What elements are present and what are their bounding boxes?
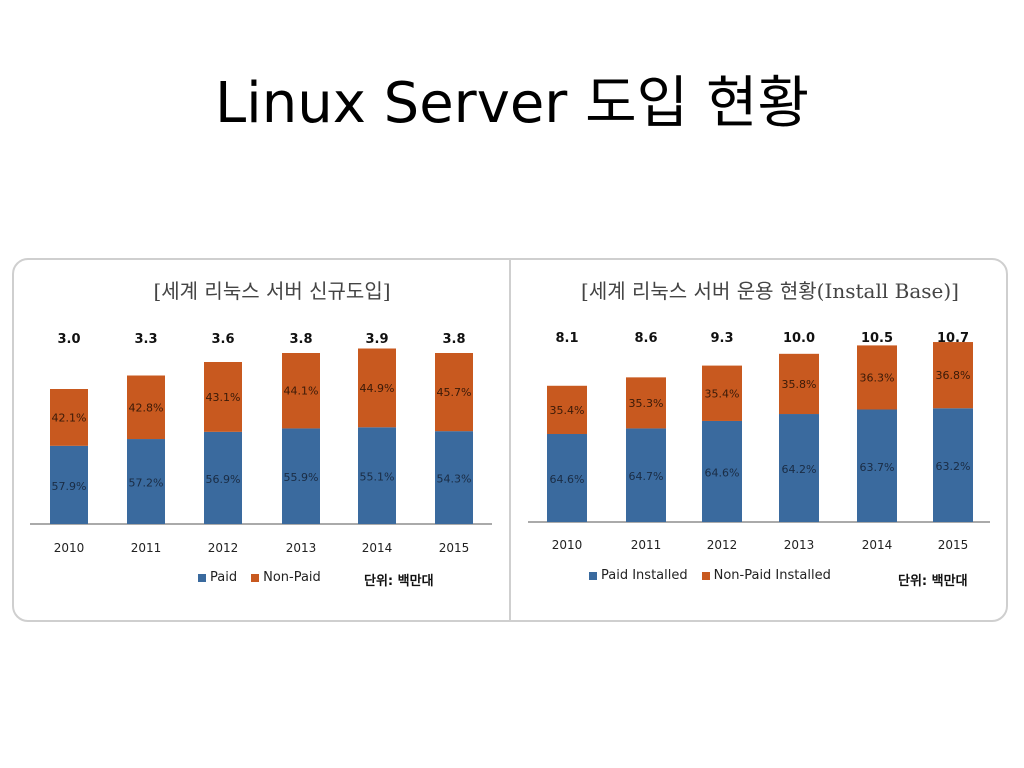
legend-item-paid: Paid [198, 570, 237, 585]
chart-1-tick-2011: 2011 [131, 541, 162, 555]
panel-divider [509, 260, 511, 620]
chart-1-tick-2015: 2015 [439, 541, 470, 555]
chart-1-bar-non-paid-2015 [435, 353, 473, 432]
chart-1-tick-2010: 2010 [54, 541, 85, 555]
slide-title: Linux Server 도입 현황 [214, 71, 809, 136]
chart-2-non-paid-label-2014: 36.3% [860, 371, 895, 384]
chart-2-tick-2013: 2013 [784, 538, 815, 552]
chart-1-bar-paid-2012 [204, 431, 242, 524]
chart-1-non-paid-label-2012: 43.1% [206, 391, 241, 404]
chart-2-bar-non-paid-2012 [702, 365, 742, 421]
chart-1-bar-paid-2010 [50, 445, 88, 524]
chart-1-tick-2013: 2013 [286, 541, 317, 555]
chart-2-tick-2012: 2012 [707, 538, 738, 552]
chart-2-total-2010: 8.1 [555, 331, 578, 346]
chart-1-paid-label-2010: 57.9% [52, 480, 87, 493]
chart-2-legend: Paid Installed Non-Paid Installed [589, 568, 845, 583]
legend-item-non-paid-installed: Non-Paid Installed [701, 568, 831, 583]
chart-2-title: [세계 리눅스 서버 운용 현황(Install Base)] [581, 279, 959, 303]
chart-1-bar-non-paid-2012 [204, 362, 242, 432]
chart-2-total-2015: 10.7 [937, 331, 969, 346]
legend-item-paid-installed: Paid Installed [589, 568, 688, 583]
legend-label-paid: Paid [210, 570, 238, 585]
chart-2-bar-paid-2011 [626, 428, 666, 522]
chart-1-total-2013: 3.8 [289, 332, 312, 347]
chart-1-bar-paid-2015 [435, 431, 473, 524]
chart-2-bar-non-paid-2010 [547, 385, 587, 434]
chart-1-non-paid-label-2010: 42.1% [52, 411, 87, 424]
chart-2-unit-label: 단위: 백만대 [898, 574, 968, 589]
chart-2-paid-label-2013: 64.2% [782, 463, 817, 476]
chart-1-tick-2012: 2012 [208, 541, 239, 555]
legend-swatch-non-paid [251, 573, 260, 582]
chart-2-non-paid-label-2013: 35.8% [782, 378, 817, 391]
chart-2-tick-2015: 2015 [938, 538, 969, 552]
chart-1-unit-label: 단위: 백만대 [364, 574, 434, 589]
chart-2-non-paid-label-2011: 35.3% [629, 397, 664, 410]
chart-2-non-paid-label-2010: 35.4% [550, 404, 585, 417]
chart-2-tick-2011: 2011 [631, 538, 662, 552]
chart-2-paid-label-2011: 64.7% [629, 470, 664, 483]
chart-1-total-2011: 3.3 [134, 332, 157, 347]
chart-1-total-2014: 3.9 [365, 332, 388, 347]
chart-1-bar-non-paid-2010 [50, 389, 88, 446]
chart-2-bar-paid-2010 [547, 433, 587, 522]
chart-1-paid-label-2013: 55.9% [284, 471, 319, 484]
chart-1-bar-non-paid-2011 [127, 375, 165, 440]
chart-1-total-2012: 3.6 [211, 332, 234, 347]
chart-2-total-2014: 10.5 [861, 331, 893, 346]
chart-1-legend: Paid Non-Paid [198, 570, 335, 585]
chart-1-total-2015: 3.8 [442, 332, 465, 347]
chart-2-non-paid-label-2015: 36.8% [936, 369, 971, 382]
chart-2-bar-paid-2013 [779, 414, 819, 522]
legend-swatch-paid-installed [589, 571, 597, 580]
chart-2-bar-non-paid-2013 [779, 353, 819, 415]
legend-swatch-non-paid-installed [701, 571, 710, 580]
chart-2-paid-label-2015: 63.2% [936, 460, 971, 473]
legend-item-non-paid: Non-Paid [251, 570, 321, 585]
chart-1-paid-label-2015: 54.3% [437, 473, 472, 486]
chart-2-bar-non-paid-2014 [857, 345, 897, 410]
legend-label-non-paid: Non-Paid [263, 570, 321, 585]
chart-2-non-paid-label-2012: 35.4% [705, 387, 740, 400]
chart-2-bar-paid-2012 [702, 420, 742, 522]
legend-label-paid-installed: Paid Installed [601, 568, 688, 583]
chart-1-bar-paid-2011 [127, 439, 165, 524]
chart-2-paid-label-2014: 63.7% [860, 461, 895, 474]
legend-label-non-paid-installed: Non-Paid Installed [713, 568, 831, 583]
chart-1-bar-non-paid-2013 [282, 353, 320, 429]
chart-2-bar-non-paid-2015 [933, 342, 973, 409]
chart-1-tick-2014: 2014 [362, 541, 393, 555]
chart-2-bar-paid-2014 [857, 409, 897, 522]
chart-2-paid-label-2010: 64.6% [550, 473, 585, 486]
legend-swatch-paid [198, 573, 206, 582]
chart-2-tick-2010: 2010 [552, 538, 583, 552]
chart-2-total-2012: 9.3 [710, 331, 733, 346]
chart-1-paid-label-2014: 55.1% [360, 471, 395, 484]
chart-2-bar-paid-2015 [933, 408, 973, 522]
chart-1-non-paid-label-2015: 45.7% [437, 386, 472, 399]
chart-2-bar-non-paid-2011 [626, 377, 666, 429]
chart-1-non-paid-label-2013: 44.1% [284, 385, 319, 398]
chart-1-non-paid-label-2011: 42.8% [129, 401, 164, 414]
chart-1-paid-label-2011: 57.2% [129, 477, 164, 490]
chart-1-non-paid-label-2014: 44.9% [360, 382, 395, 395]
chart-2-tick-2014: 2014 [862, 538, 893, 552]
chart-1-total-2010: 3.0 [57, 332, 80, 347]
chart-1-title: [세계 리눅스 서버 신규도입] [153, 279, 390, 303]
chart-1-bar-paid-2013 [282, 428, 320, 524]
chart-1-bar-paid-2014 [358, 427, 396, 524]
chart-2-total-2013: 10.0 [783, 331, 815, 346]
chart-2-paid-label-2012: 64.6% [705, 466, 740, 479]
chart-1-bar-non-paid-2014 [358, 348, 396, 428]
chart-2-total-2011: 8.6 [634, 331, 657, 346]
chart-1-paid-label-2012: 56.9% [206, 473, 241, 486]
